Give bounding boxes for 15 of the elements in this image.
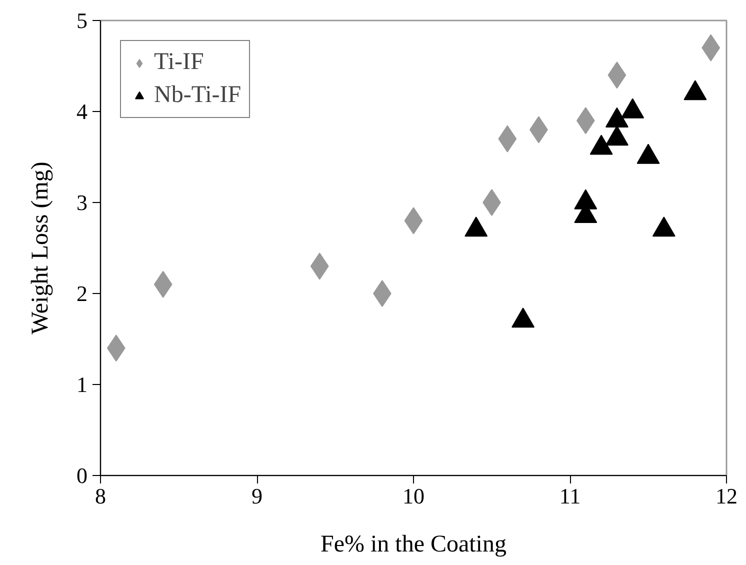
y-tick-label: 4 <box>76 99 88 124</box>
x-tick-label: 11 <box>559 484 581 508</box>
y-tick-label: 5 <box>76 8 88 33</box>
y-axis-title: Weight Loss (mg) <box>28 162 54 334</box>
y-tick-label: 3 <box>76 190 88 215</box>
legend-label: Nb-Ti-IF <box>154 82 242 109</box>
y-tick-label: 2 <box>76 281 88 306</box>
x-tick-label: 10 <box>402 484 424 508</box>
y-tick-label: 1 <box>76 372 88 397</box>
legend-label: Ti-IF <box>154 49 204 76</box>
x-tick-label: 9 <box>252 484 262 508</box>
x-axis-title: Fe% in the Coating <box>320 532 506 558</box>
x-tick-label: 8 <box>95 484 106 508</box>
x-tick-label: 12 <box>716 484 738 508</box>
y-tick-label: 0 <box>76 463 88 488</box>
